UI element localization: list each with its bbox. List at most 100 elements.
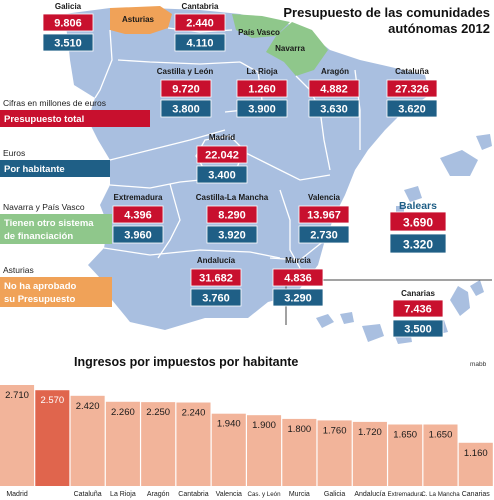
budget-box-cantabria	[174, 13, 226, 32]
region-name-castilla-la-mancha: Castilla-La Mancha	[196, 193, 269, 202]
per-capita-value-cantabria: 4.110	[187, 38, 214, 50]
region-name-extremadura: Extremadura	[114, 193, 163, 202]
bar-category-label-aragon: Aragón	[147, 491, 170, 498]
bar-cas-y-leon	[247, 415, 282, 486]
page-title: Presupuesto de las comunidades	[283, 5, 490, 20]
bar-c-la-mancha	[423, 424, 458, 486]
bar-value-label-cantabria: 2.240	[182, 408, 206, 419]
per-capita-box-murcia	[272, 288, 324, 307]
legend-label-budget: Presupuesto total	[4, 114, 84, 125]
per-capita-box-canarias	[392, 319, 444, 338]
per-capita-value-valencia: 2.730	[310, 230, 338, 242]
bar-category-label-cataluna: Cataluña	[74, 491, 102, 498]
per-capita-value-andalucia: 3.760	[202, 293, 230, 305]
legend-label-other-financing-2: de financiación	[4, 231, 73, 242]
per-capita-value-cataluna: 3.620	[398, 104, 426, 116]
budget-value-valencia: 13.967	[307, 210, 341, 222]
bar-category-label-andalucia: Andalucía	[354, 491, 385, 498]
region-name-valencia: Valencia	[308, 193, 341, 202]
bar-category-label-extremadura: Extremadura	[387, 491, 423, 498]
region-name-aragon: Aragón	[321, 67, 349, 76]
budget-box-aragon	[308, 79, 360, 98]
bar-value-label-la-rioja: 2.260	[111, 407, 135, 418]
bar-value-label-valencia: 1.940	[217, 419, 241, 430]
balears-islands	[396, 134, 492, 214]
budget-value-madrid: 22.042	[205, 150, 239, 162]
bar-category-label-la-rioja: La Rioja	[110, 491, 136, 498]
bar-aragon	[141, 402, 176, 486]
budget-value-canarias: 7.436	[404, 304, 432, 316]
chart-title: Ingresos por impuestos por habitante	[74, 355, 298, 369]
budget-value-extremadura: 4.396	[124, 210, 152, 222]
legend-label-per-capita: Por habitante	[4, 164, 65, 175]
credit: mabb	[470, 361, 487, 368]
bar-baleras	[35, 390, 70, 486]
per-capita-value-murcia: 3.290	[284, 293, 312, 305]
bar-value-label-aragon: 2.250	[146, 407, 170, 418]
per-capita-value-aragon: 3.630	[320, 104, 348, 116]
region-name-cataluna: Cataluña	[395, 67, 429, 76]
budget-value-aragon: 4.882	[320, 84, 348, 96]
bar-la-rioja	[105, 401, 140, 486]
region-name-asturias: Asturias	[122, 15, 155, 24]
region-name-castilla-y-leon: Castilla y León	[157, 67, 214, 76]
per-capita-box-la-rioja	[236, 99, 288, 118]
legend-label-not-approved-1: No ha aprobado	[4, 281, 77, 292]
legend-swatch-not-approved	[0, 277, 112, 307]
per-capita-box-cantabria	[174, 33, 226, 52]
budget-box-andalucia	[190, 268, 242, 287]
bar-category-label-canarias: Canarias	[462, 491, 491, 498]
budget-box-cataluna	[386, 79, 438, 98]
bar-cantabria	[176, 402, 211, 486]
bar-value-label-madrid: 2.710	[5, 390, 29, 401]
legend-swatch-budget	[0, 110, 150, 127]
per-capita-box-castilla-la-mancha	[206, 225, 258, 244]
budget-box-castilla-y-leon	[160, 79, 212, 98]
per-capita-box-valencia	[298, 225, 350, 244]
region-name-navarra: Navarra	[275, 44, 305, 53]
bar-category-label-baleras: Baleras	[40, 491, 65, 498]
per-capita-value-la-rioja: 3.900	[248, 104, 276, 116]
bar-value-label-murcia: 1.800	[287, 424, 311, 435]
bar-value-label-c-la-mancha: 1.650	[429, 430, 453, 441]
budget-box-la-rioja	[236, 79, 288, 98]
bar-value-label-andalucia: 1.720	[358, 427, 382, 438]
legend-caption-not-approved: Asturias	[3, 265, 34, 275]
asturias-region	[110, 6, 172, 34]
bar-madrid	[0, 385, 35, 486]
budget-box-galicia	[42, 13, 94, 32]
budget-value-andalucia: 31.682	[199, 273, 233, 285]
budget-value-murcia: 4.836	[284, 273, 312, 285]
bar-category-label-cantabria: Cantabria	[178, 491, 208, 498]
budget-box-madrid	[196, 145, 248, 164]
bar-value-label-cataluna: 2.420	[76, 401, 100, 412]
per-capita-box-andalucia	[190, 288, 242, 307]
bar-murcia	[282, 418, 317, 486]
bar-value-label-galicia: 1.760	[323, 425, 347, 436]
legend-caption-other-financing: Navarra y País Vasco	[3, 202, 85, 212]
region-name-murcia: Murcia	[285, 256, 311, 265]
budget-value-balears: 3.690	[403, 216, 433, 230]
region-name-la-rioja: La Rioja	[246, 67, 278, 76]
bar-category-label-c-la-mancha: C. La Mancha	[421, 491, 460, 498]
bar-category-label-murcia: Murcia	[289, 491, 310, 498]
region-name-canarias: Canarias	[401, 289, 435, 298]
budget-box-murcia	[272, 268, 324, 287]
bar-category-label-cas-y-leon: Cas. y León	[248, 491, 282, 498]
budget-value-galicia: 9.806	[54, 18, 82, 30]
per-capita-box-aragon	[308, 99, 360, 118]
bar-galicia	[317, 420, 352, 486]
budget-box-canarias	[392, 299, 444, 318]
budget-box-valencia	[298, 205, 350, 224]
per-capita-value-extremadura: 3.960	[124, 230, 152, 242]
legend-label-not-approved-2: su Presupuesto	[4, 294, 75, 305]
legend-label-other-financing-1: Tienen otro sistema	[4, 218, 94, 229]
per-capita-box-extremadura	[112, 225, 164, 244]
bar-category-label-galicia: Galicia	[324, 491, 346, 498]
per-capita-value-madrid: 3.400	[208, 170, 236, 182]
bar-category-label-madrid: Madrid	[6, 491, 28, 498]
per-capita-box-balears	[389, 233, 447, 254]
per-capita-value-balears: 3.320	[403, 238, 433, 252]
per-capita-value-canarias: 3.500	[404, 324, 432, 336]
